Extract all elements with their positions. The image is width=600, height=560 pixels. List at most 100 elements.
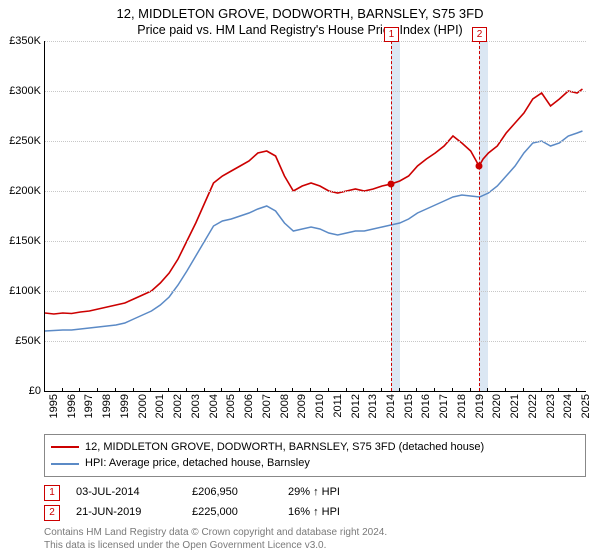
- series-hpi: [45, 131, 582, 331]
- x-tick-label: 2002: [172, 394, 184, 418]
- line-layer: [45, 41, 586, 391]
- footnote-line: Contains HM Land Registry data © Crown c…: [44, 527, 387, 538]
- x-tick-label: 2008: [279, 394, 291, 418]
- x-tick-label: 2005: [225, 394, 237, 418]
- sale-marker-box: 1: [44, 485, 60, 501]
- x-tick: [523, 388, 524, 392]
- x-tick-label: 2016: [420, 394, 432, 418]
- sale-vline: [391, 41, 392, 391]
- x-tick: [257, 388, 258, 392]
- sale-date: 03-JUL-2014: [76, 483, 186, 503]
- sale-diff: 16% ↑ HPI: [288, 503, 378, 523]
- x-tick-label: 2012: [350, 394, 362, 418]
- x-tick: [133, 388, 134, 392]
- footnote: Contains HM Land Registry data © Crown c…: [44, 526, 586, 552]
- x-tick-label: 2006: [243, 394, 255, 418]
- x-tick: [399, 388, 400, 392]
- gridline: [45, 41, 586, 42]
- x-tick-label: 1997: [83, 394, 95, 418]
- x-tick-label: 2009: [296, 394, 308, 418]
- legend-item: HPI: Average price, detached house, Barn…: [51, 455, 579, 472]
- sale-marker-number: 2: [49, 504, 55, 522]
- gridline: [45, 241, 586, 242]
- y-tick-label: £250K: [1, 135, 41, 147]
- x-tick: [44, 388, 45, 392]
- x-tick-label: 2001: [154, 394, 166, 418]
- gridline: [45, 291, 586, 292]
- x-tick: [346, 388, 347, 392]
- chart-container: 12, MIDDLETON GROVE, DODWORTH, BARNSLEY,…: [0, 0, 600, 560]
- x-tick-label: 1995: [48, 394, 60, 418]
- gridline: [45, 341, 586, 342]
- legend-swatch: [51, 463, 79, 465]
- x-tick: [576, 388, 577, 392]
- legend-item: 12, MIDDLETON GROVE, DODWORTH, BARNSLEY,…: [51, 439, 579, 456]
- y-tick-label: £200K: [1, 185, 41, 197]
- plot-area: £0£50K£100K£150K£200K£250K£300K£350K12: [44, 41, 586, 392]
- legend-label: HPI: Average price, detached house, Barn…: [85, 455, 310, 472]
- sale-box-label: 2: [472, 27, 487, 42]
- x-tick: [79, 388, 80, 392]
- chart-title: 12, MIDDLETON GROVE, DODWORTH, BARNSLEY,…: [0, 0, 600, 23]
- x-tick: [186, 388, 187, 392]
- x-tick-label: 1998: [101, 394, 113, 418]
- legend-swatch: [51, 446, 79, 448]
- x-tick-label: 2023: [545, 394, 557, 418]
- sale-marker-box: 2: [44, 505, 60, 521]
- gridline: [45, 91, 586, 92]
- x-tick-label: 2024: [562, 394, 574, 418]
- sale-marker-number: 1: [49, 484, 55, 502]
- sale-dot: [387, 180, 394, 187]
- x-tick: [416, 388, 417, 392]
- footnote-line: This data is licensed under the Open Gov…: [44, 540, 326, 551]
- legend: 12, MIDDLETON GROVE, DODWORTH, BARNSLEY,…: [44, 434, 586, 477]
- sale-box-label: 1: [384, 27, 399, 42]
- x-tick-label: 2011: [332, 394, 344, 418]
- gridline: [45, 141, 586, 142]
- x-tick: [239, 388, 240, 392]
- sale-vline: [479, 41, 480, 391]
- sale-dot: [476, 162, 483, 169]
- x-tick-label: 2021: [509, 394, 521, 418]
- y-tick-label: £0: [1, 385, 41, 397]
- gridline: [45, 191, 586, 192]
- x-tick-label: 2013: [367, 394, 379, 418]
- x-tick-label: 1996: [66, 394, 78, 418]
- x-tick: [292, 388, 293, 392]
- y-tick-label: £350K: [1, 35, 41, 47]
- x-axis-labels: 1995 1996 1997 1998 1999 2000 2001 2002 2003 2004…: [44, 392, 586, 430]
- x-tick-label: 2003: [190, 394, 202, 418]
- y-tick-label: £50K: [1, 335, 41, 347]
- chart-subtitle: Price paid vs. HM Land Registry's House …: [0, 23, 600, 41]
- x-tick-label: 2014: [385, 394, 397, 418]
- x-tick: [452, 388, 453, 392]
- x-tick: [62, 388, 63, 392]
- x-tick-label: 2000: [137, 394, 149, 418]
- x-tick: [541, 388, 542, 392]
- sales-table: 1 03-JUL-2014 £206,950 29% ↑ HPI 2 21-JU…: [44, 483, 586, 523]
- sale-price: £225,000: [192, 503, 282, 523]
- x-tick: [470, 388, 471, 392]
- x-tick-label: 1999: [119, 394, 131, 418]
- x-tick: [558, 388, 559, 392]
- sale-date: 21-JUN-2019: [76, 503, 186, 523]
- y-tick-label: £300K: [1, 85, 41, 97]
- x-tick: [221, 388, 222, 392]
- x-tick: [150, 388, 151, 392]
- sale-price: £206,950: [192, 483, 282, 503]
- x-tick: [487, 388, 488, 392]
- x-tick: [434, 388, 435, 392]
- sale-row: 2 21-JUN-2019 £225,000 16% ↑ HPI: [44, 503, 586, 523]
- x-tick-label: 2022: [527, 394, 539, 418]
- x-tick: [97, 388, 98, 392]
- y-tick-label: £100K: [1, 285, 41, 297]
- sale-diff: 29% ↑ HPI: [288, 483, 378, 503]
- x-tick-label: 2004: [208, 394, 220, 418]
- x-tick: [505, 388, 506, 392]
- series-property_price: [45, 89, 582, 314]
- x-tick: [275, 388, 276, 392]
- x-tick-label: 2017: [438, 394, 450, 418]
- x-tick-label: 2015: [403, 394, 415, 418]
- legend-label: 12, MIDDLETON GROVE, DODWORTH, BARNSLEY,…: [85, 439, 484, 456]
- x-tick: [381, 388, 382, 392]
